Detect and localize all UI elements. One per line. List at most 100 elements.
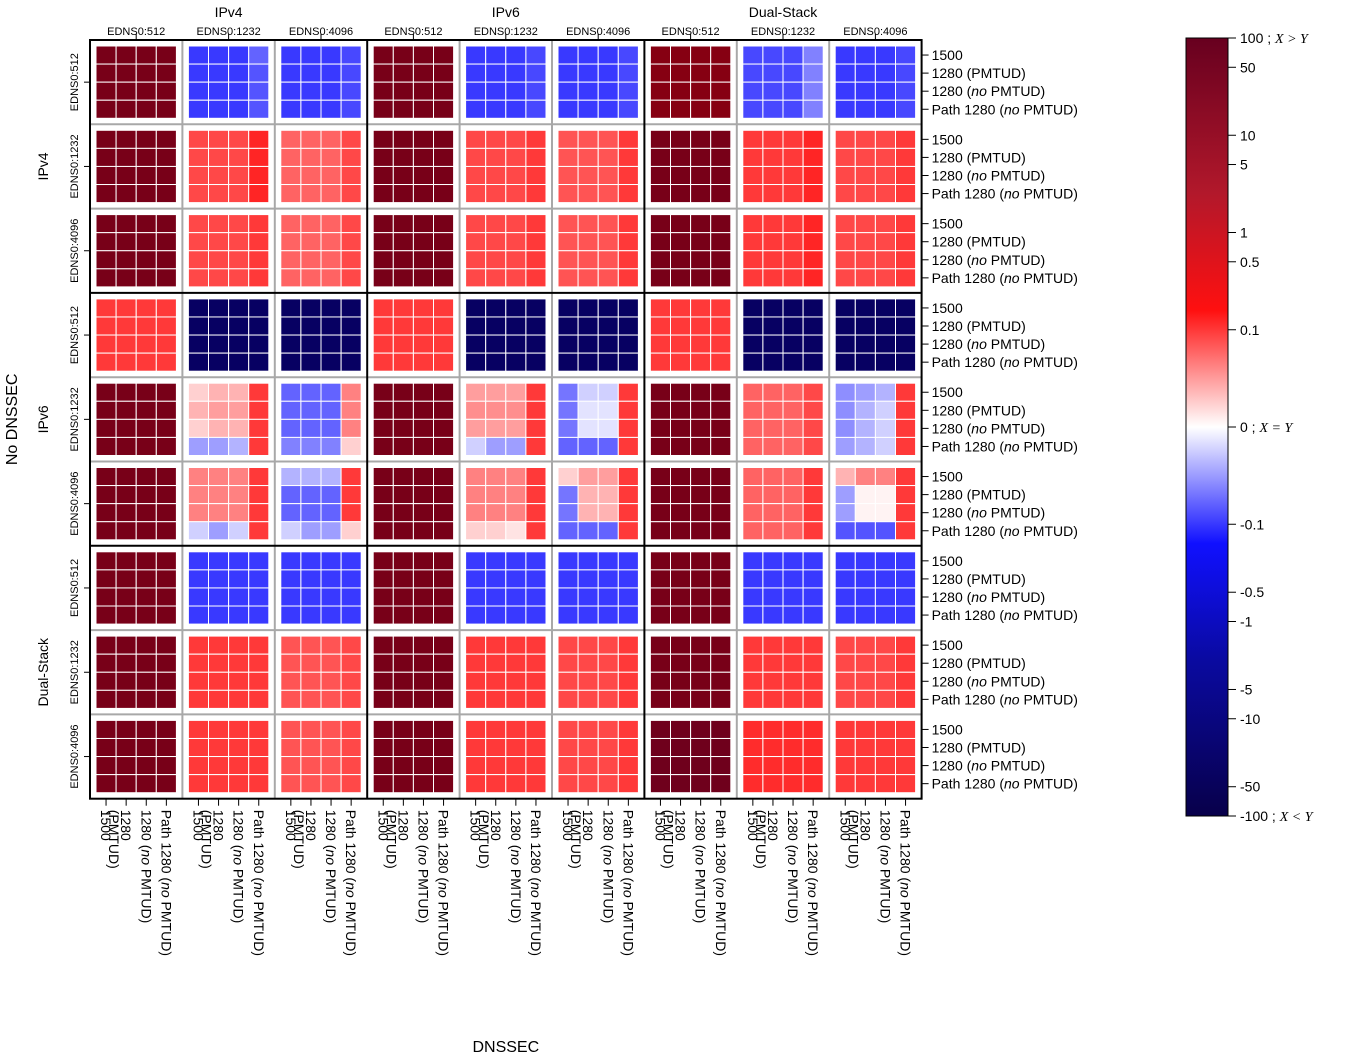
- heatmap-cell: [248, 352, 270, 372]
- heatmap-cell: [485, 436, 507, 456]
- heatmap-cell: [742, 436, 764, 456]
- heatmap-cell: [577, 551, 599, 571]
- heatmap-cell: [248, 774, 270, 794]
- heatmap-cell: [372, 250, 394, 270]
- heatmap-cell: [895, 587, 917, 607]
- heatmap-cell: [115, 653, 137, 673]
- heatmap-cell: [465, 436, 487, 456]
- heatmap-cell: [854, 774, 876, 794]
- heatmap-cell: [617, 503, 639, 523]
- heatmap-cell: [300, 521, 322, 541]
- heatmap-cell: [617, 232, 639, 252]
- heatmap-cell: [320, 774, 342, 794]
- heatmap-cell: [433, 436, 455, 456]
- heatmap-cell: [782, 418, 804, 438]
- heatmap-cell: [320, 81, 342, 101]
- heatmap-cell: [690, 298, 712, 318]
- heatmap-cell: [320, 147, 342, 167]
- colorbar-tick-label: -0.5: [1240, 584, 1264, 600]
- heatmap-cell: [557, 232, 579, 252]
- heatmap-cell: [597, 737, 619, 758]
- x-axis-title: DNSSEC: [472, 1039, 539, 1056]
- heatmap-cell: [670, 436, 692, 456]
- heatmap-cell: [617, 467, 639, 487]
- heatmap-cell: [802, 569, 824, 589]
- heatmap-cell: [465, 268, 487, 288]
- row-mtu-label: 1280 (no PMTUD): [932, 589, 1046, 605]
- heatmap-cell: [155, 774, 177, 794]
- heatmap-cell: [690, 605, 712, 625]
- heatmap-cell: [690, 250, 712, 270]
- heatmap-cell: [155, 400, 177, 420]
- heatmap-cell: [187, 587, 209, 607]
- heatmap-cell: [228, 352, 250, 372]
- heatmap-cell: [577, 232, 599, 252]
- heatmap-cell: [187, 99, 209, 119]
- heatmap-cell: [155, 671, 177, 691]
- heatmap-cell: [802, 232, 824, 252]
- heatmap-cell: [782, 551, 804, 571]
- heatmap-cell: [485, 184, 507, 204]
- heatmap-cell: [505, 63, 527, 83]
- heatmap-cell: [340, 316, 362, 336]
- heatmap-cell: [155, 635, 177, 655]
- row-mtu-label: 1500: [932, 384, 963, 400]
- heatmap-cell: [485, 129, 507, 149]
- heatmap-cell: [485, 400, 507, 420]
- heatmap-cell: [895, 569, 917, 589]
- heatmap-cell: [433, 418, 455, 438]
- heatmap-cell: [782, 184, 804, 204]
- heatmap-cell: [340, 298, 362, 318]
- heatmap-cell: [670, 382, 692, 402]
- col-mtu-label: Path 1280 (no PMTUD): [528, 810, 544, 956]
- heatmap-cell: [802, 756, 824, 776]
- heatmap-cell: [649, 689, 672, 709]
- heatmap-cell: [228, 214, 250, 234]
- heatmap-cell: [895, 467, 917, 487]
- heatmap-cell: [834, 129, 856, 149]
- heatmap-cell: [782, 774, 804, 794]
- heatmap-cell: [392, 382, 414, 402]
- heatmap-cell: [834, 184, 856, 204]
- col-mtu-label: Path 1280 (no PMTUD): [713, 810, 729, 956]
- heatmap-cell: [670, 334, 692, 354]
- heatmap-cell: [670, 147, 692, 167]
- heatmap-cell: [854, 756, 876, 776]
- heatmap-cell: [834, 147, 856, 167]
- heatmap-cell: [392, 232, 414, 252]
- heatmap-cell: [465, 81, 487, 101]
- heatmap-cell: [95, 418, 117, 438]
- heatmap-cell: [895, 521, 917, 541]
- heatmap-cell: [320, 653, 342, 673]
- heatmap-cell: [392, 129, 414, 149]
- heatmap-cell: [187, 129, 209, 149]
- heatmap-cell: [690, 671, 712, 691]
- heatmap-cell: [280, 774, 302, 794]
- heatmap-cell: [834, 671, 856, 691]
- heatmap-cell: [597, 99, 619, 119]
- heatmap-cell: [854, 298, 876, 318]
- heatmap-cell: [155, 63, 177, 83]
- heatmap-cell: [557, 587, 579, 607]
- heatmap-cell: [372, 334, 394, 354]
- heatmap-cell: [525, 521, 547, 541]
- heatmap-cell: [505, 653, 527, 673]
- heatmap-cell: [248, 45, 270, 65]
- heatmap-cell: [228, 569, 250, 589]
- row-mtu-label: 1280 (no PMTUD): [932, 420, 1046, 436]
- row-mtu-label: 1280 (PMTUD): [932, 318, 1026, 334]
- heatmap-cell: [782, 129, 804, 149]
- heatmap-cell: [577, 689, 599, 709]
- heatmap-cell: [557, 99, 579, 119]
- heatmap-cell: [670, 737, 692, 758]
- heatmap-cell: [320, 165, 342, 186]
- row-group-label: IPv6: [35, 405, 51, 433]
- heatmap-cell: [300, 250, 322, 270]
- colorbar-tick-label: -1: [1240, 614, 1253, 630]
- heatmap-cell: [854, 45, 876, 65]
- heatmap-cell: [670, 719, 692, 739]
- heatmap-cell: [300, 756, 322, 776]
- heatmap-cell: [433, 147, 455, 167]
- heatmap-cell: [187, 485, 209, 505]
- heatmap-cell: [874, 719, 897, 739]
